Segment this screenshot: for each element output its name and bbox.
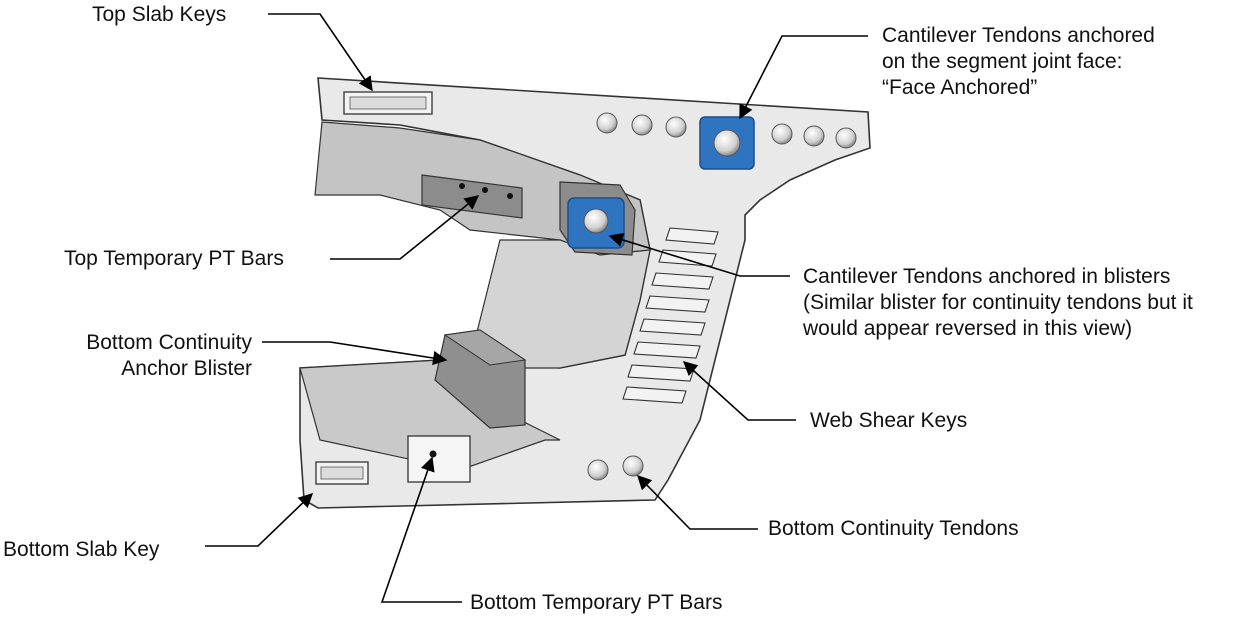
label-blisters-line2: (Similar blister for continuity tendons … [803,291,1193,314]
label-face-anchored-line3: “Face Anchored” [882,76,1038,99]
leader-blisters [608,232,790,277]
label-blisters-line1: Cantilever Tendons anchored in blisters [803,265,1171,288]
leader-bottom-temp-pt [380,456,462,603]
label-bottom-continuity-blister: Bottom Continuity Anchor Blister [62,330,252,382]
label-face-anchored-line1: Cantilever Tendons anchored [882,24,1155,47]
bottom-temp-pt-block [407,435,471,483]
label-bottom-blister-line2: Anchor Blister [121,357,252,380]
leader-bottom-blister [262,341,448,366]
label-bottom-continuity-tendons: Bottom Continuity Tendons [768,517,1019,540]
leader-bottom-continuity [636,474,758,530]
label-cantilever-blisters: Cantilever Tendons anchored in blisters … [803,264,1193,342]
leader-web-shear-keys [682,361,796,421]
label-bottom-blister-line1: Bottom Continuity [86,331,252,354]
label-top-temp-pt-bars: Top Temporary PT Bars [64,247,284,270]
label-web-shear-keys: Web Shear Keys [810,409,968,432]
blister-anchor-icon [583,208,609,234]
label-face-anchored-line2: on the segment joint face: [882,50,1123,73]
label-face-anchored: Cantilever Tendons anchored on the segme… [882,23,1155,101]
face-anchor-icon [713,129,741,157]
leader-bottom-slab-key [205,493,314,547]
leader-face-anchored [739,35,868,120]
label-blisters-line3: would appear reversed in this view) [803,317,1133,340]
web-shear-keys [622,227,719,404]
label-bottom-slab-key: Bottom Slab Key [3,538,160,561]
label-top-slab-keys: Top Slab Keys [92,3,227,26]
label-bottom-temp-pt-bars: Bottom Temporary PT Bars [470,591,723,614]
leader-top-slab-keys [268,13,373,92]
leader-top-temp-pt [330,195,480,260]
